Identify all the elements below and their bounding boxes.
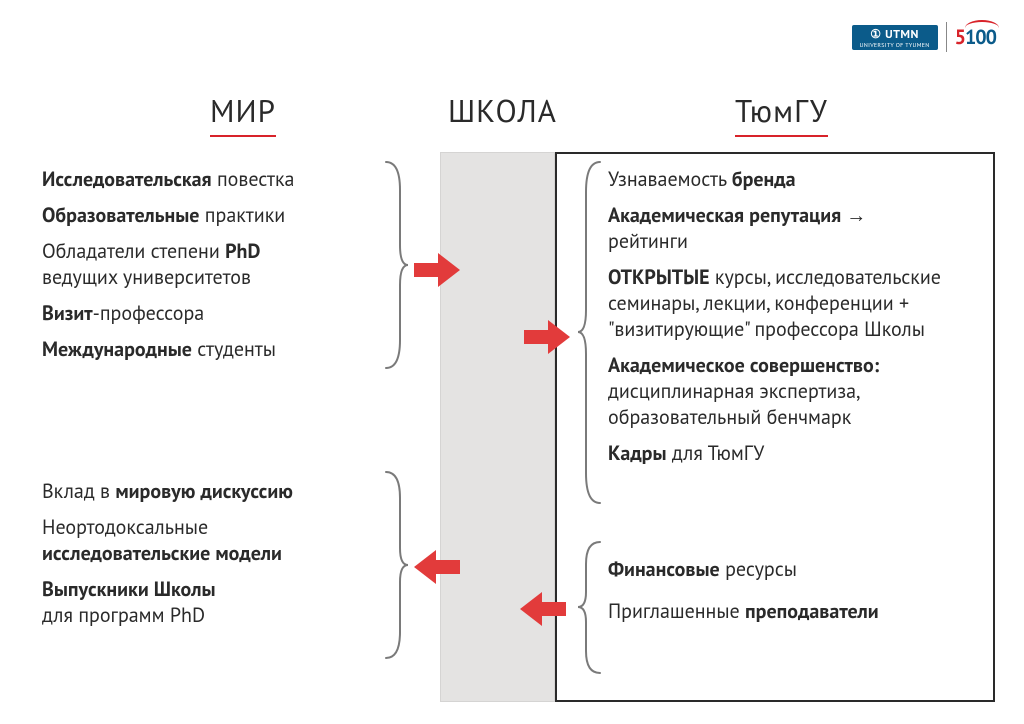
utmn-logo-top: ① UTMN: [860, 29, 930, 41]
list-item: ОТКРЫТЫЕ курсы, исследовательские семина…: [608, 264, 988, 342]
project-5-100-logo: 5100: [955, 24, 996, 50]
logo-5: 5: [955, 24, 965, 50]
world-inputs-block: Исследовательская повестка Образовательн…: [42, 166, 382, 372]
logo-cluster: ① UTMN UNIVERSITY OF TYUMEN 5100: [852, 22, 996, 52]
logo-separator: [946, 22, 947, 52]
list-item: Неортодоксальныеисследовательские модели: [42, 514, 382, 566]
list-item: Исследовательская повестка: [42, 166, 382, 192]
list-item: Кадры для ТюмГУ: [608, 440, 988, 466]
uni-outputs-block: Узнаваемость бренда Академическая репута…: [608, 166, 988, 476]
header-uni: ТюмГУ: [735, 90, 828, 131]
arrow-shaft: [524, 330, 548, 344]
list-item: Академическое совершенство:дисциплинарна…: [608, 352, 988, 430]
utmn-logo: ① UTMN UNIVERSITY OF TYUMEN: [852, 25, 938, 50]
world-outputs-block: Вклад в мировую дискуссию Неортодоксальн…: [42, 478, 382, 638]
list-item: Обладатели степени PhDведущих университе…: [42, 238, 382, 290]
uni-inputs-block: Финансовые ресурсы Приглашенные преподав…: [608, 556, 988, 634]
arrow-head-icon: [414, 550, 436, 584]
arrow-right-icon: [524, 320, 570, 354]
arrow-head-icon: [548, 320, 570, 354]
swoosh-icon: [965, 20, 999, 28]
arrow-shaft: [414, 263, 438, 277]
list-item: Выпускники Школыдля программ PhD: [42, 576, 382, 628]
list-item: Академическая репутация →рейтинги: [608, 202, 988, 254]
arrow-head-icon: [520, 592, 542, 626]
brace-icon: [578, 540, 604, 675]
list-item: Международные студенты: [42, 336, 382, 362]
list-item: Финансовые ресурсы: [608, 556, 988, 582]
list-item: Визит-профессора: [42, 300, 382, 326]
arrow-right-icon: [414, 253, 460, 287]
arrow-shaft: [436, 560, 460, 574]
list-item: Вклад в мировую дискуссию: [42, 478, 382, 504]
list-item: Приглашенные преподаватели: [608, 598, 988, 624]
header-world: МИР: [210, 90, 276, 131]
arrow-left-icon: [520, 592, 566, 626]
header-school: ШКОЛА: [448, 90, 557, 131]
list-item: Образовательные практики: [42, 202, 382, 228]
brace-icon: [382, 470, 408, 660]
arrow-head-icon: [438, 253, 460, 287]
arrow-shaft: [542, 602, 566, 616]
list-item: Узнаваемость бренда: [608, 166, 988, 192]
brace-icon: [382, 160, 408, 370]
utmn-logo-bottom: UNIVERSITY OF TYUMEN: [860, 42, 930, 48]
brace-icon: [578, 160, 604, 505]
arrow-left-icon: [414, 550, 460, 584]
